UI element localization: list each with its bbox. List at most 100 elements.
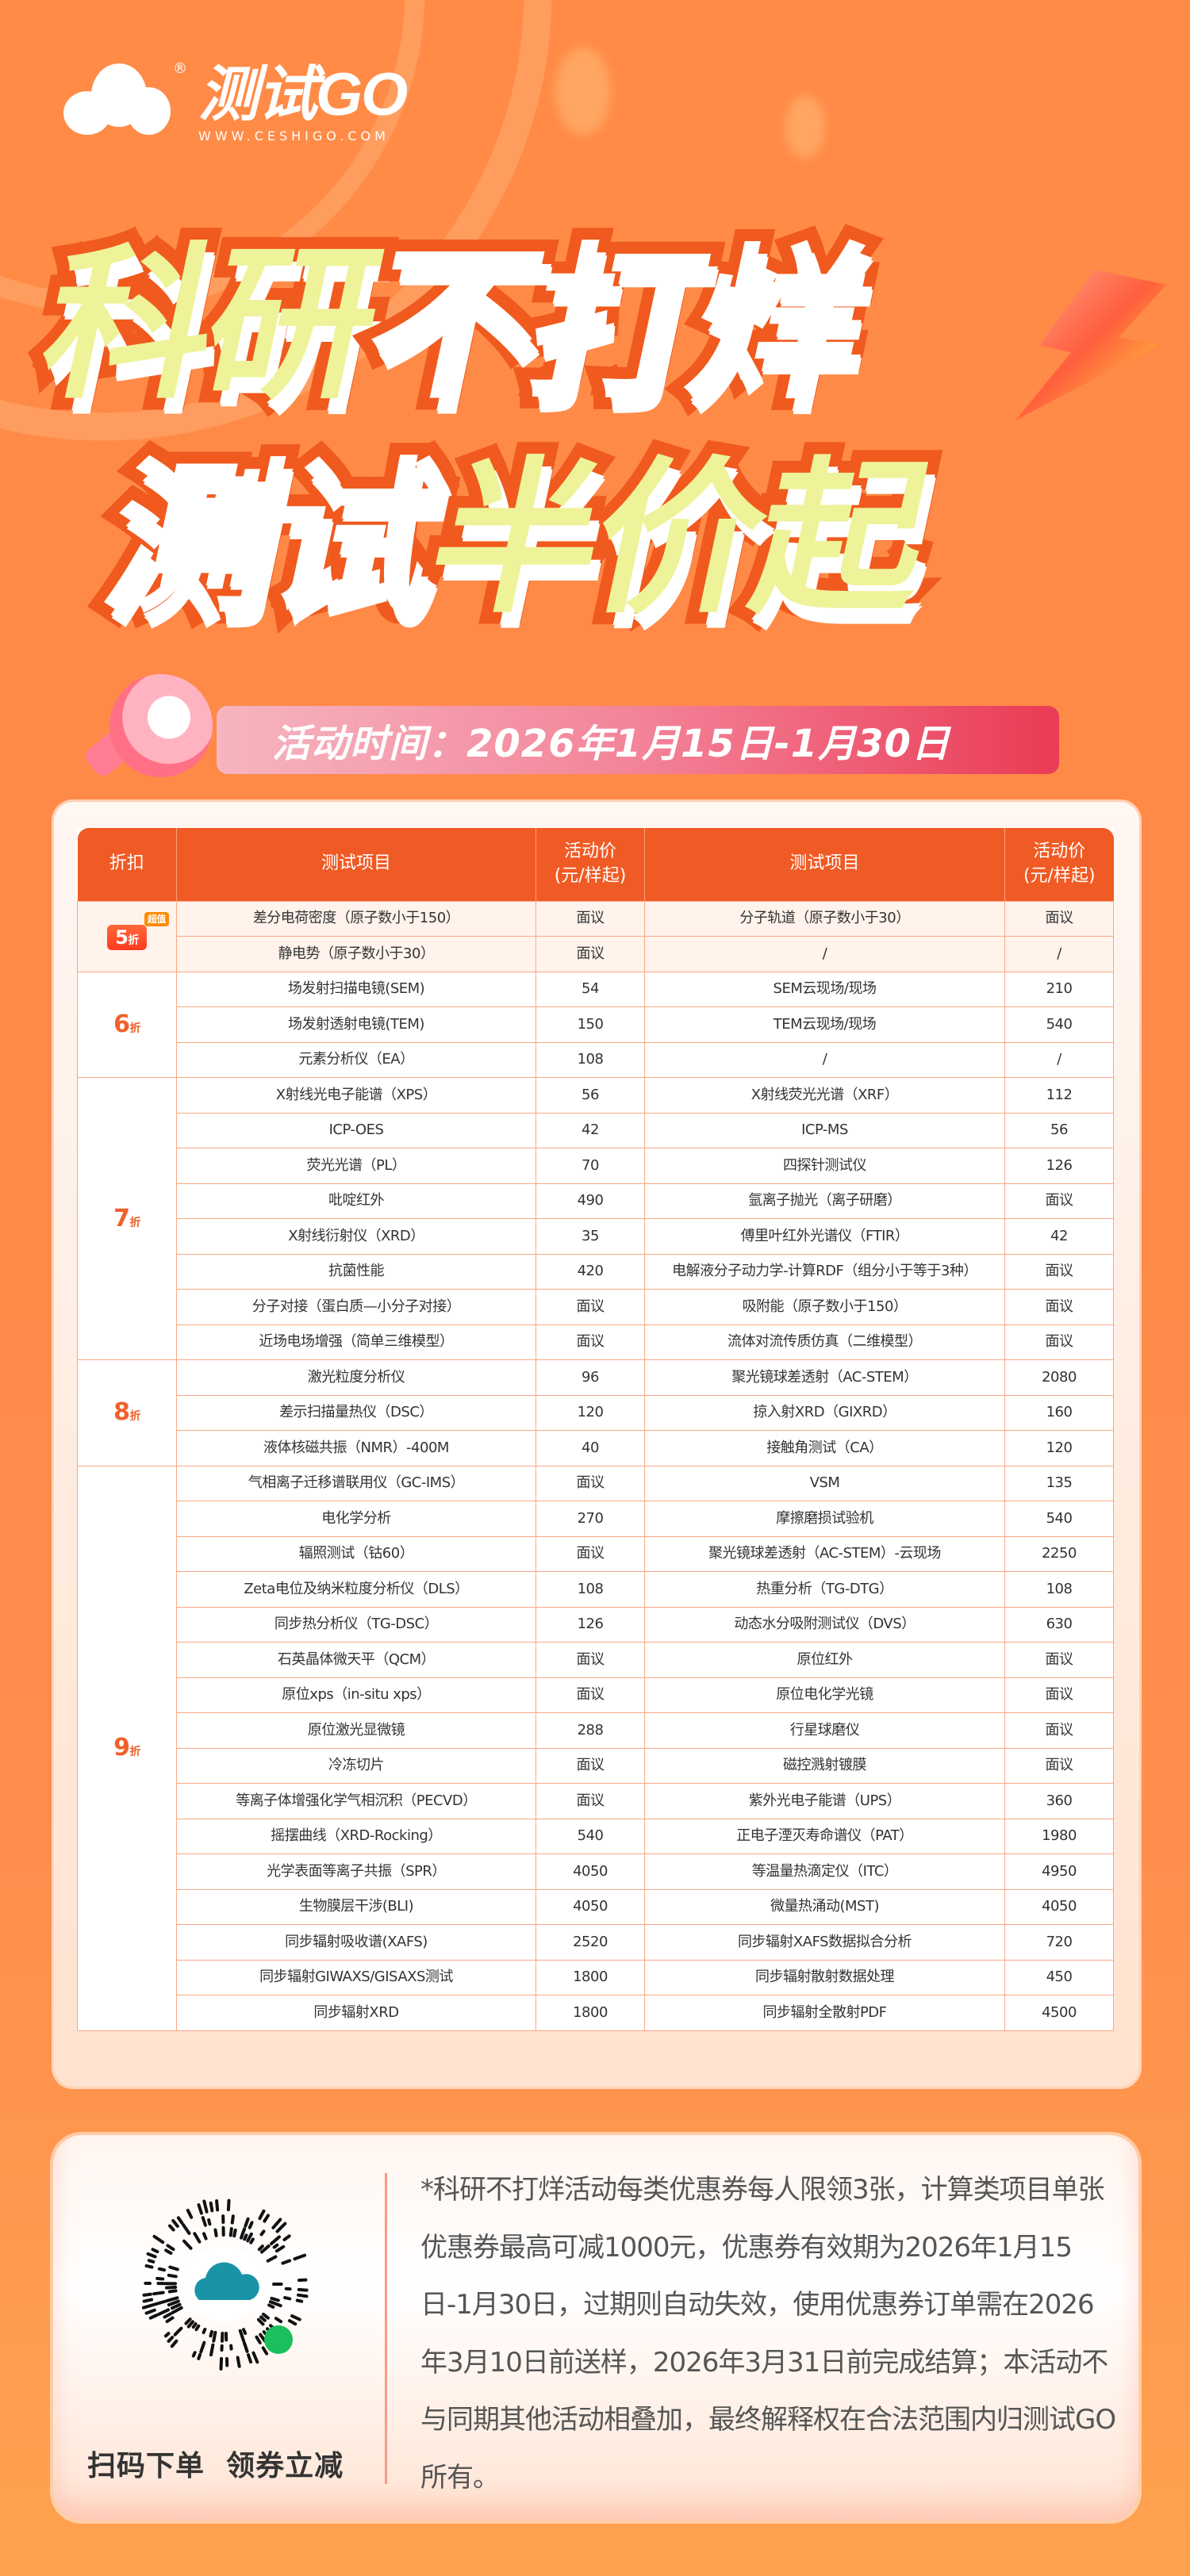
- test-item-cell: 原位红外: [644, 1642, 1005, 1678]
- qr-mark: [240, 2227, 247, 2240]
- test-item-cell: 辐照测试（钴60）: [176, 1535, 536, 1572]
- discount-unit: 折: [129, 1216, 140, 1229]
- test-item-cell: 生物膜层干涉(BLI): [176, 1888, 536, 1925]
- price-cell: 面议: [1004, 1642, 1114, 1678]
- price-cell: 2520: [536, 1924, 645, 1961]
- qr-mark: [165, 2316, 175, 2324]
- test-item-cell: 掠入射XRD（GIXRD）: [644, 1394, 1005, 1431]
- test-item-cell: 动态水分吸附测试仪（DVS）: [644, 1606, 1005, 1643]
- discount-cell: 6折: [77, 971, 177, 1078]
- qr-mark: [295, 2298, 304, 2303]
- price-cell: 面议: [536, 1289, 645, 1325]
- table-row: 冷冻切片 面议 磁控溅射镀膜 面议: [78, 1747, 1114, 1784]
- price-cell: 面议: [1004, 1289, 1114, 1325]
- price-cell: 135: [1004, 1465, 1114, 1501]
- qr-mark: [251, 2351, 259, 2364]
- brand-url: WWW.CESHIGO.COM: [198, 128, 390, 144]
- discount-value: 8: [113, 1398, 130, 1427]
- price-cell: 面议: [536, 900, 645, 937]
- table-row: 原位xps（in-situ xps） 面议 原位电化学光镜 面议: [78, 1677, 1114, 1713]
- price-cell: 2080: [1004, 1359, 1114, 1396]
- test-item-cell: 吡啶红外: [176, 1183, 536, 1219]
- test-item-cell: 原位xps（in-situ xps）: [176, 1677, 536, 1713]
- price-cell: 120: [1004, 1430, 1114, 1466]
- price-cell: 1800: [536, 1959, 645, 1995]
- test-item-cell: 等离子体增强化学气相沉积（PECVD）: [176, 1783, 536, 1819]
- qr-mark: [197, 2203, 203, 2215]
- table-row: 静电势（原子数小于30） 面议 / /: [78, 936, 1114, 972]
- table-row: 元素分析仪（EA） 108//: [78, 1041, 1114, 1078]
- price-cell: 面议: [1004, 1677, 1114, 1713]
- price-cell: 4950: [1004, 1853, 1114, 1890]
- price-cell: 108: [536, 1041, 645, 1078]
- test-item-cell: 同步辐射XRD: [176, 1995, 536, 2031]
- bg-blob: [555, 48, 611, 135]
- test-item-cell: 流体对流传质仿真（二维模型）: [644, 1324, 1005, 1360]
- price-table: 折扣 测试项目 活动价 (元/样起) 测试项目 活动价 (元/样起) 5折 超值 差分电荷密…: [77, 828, 1114, 2031]
- price-cell: 210: [1004, 971, 1114, 1007]
- price-cell: 4500: [1004, 1995, 1114, 2031]
- test-item-cell: 抗菌性能: [176, 1253, 536, 1290]
- price-cell: 面议: [1004, 1747, 1114, 1784]
- qr-mark: [296, 2293, 309, 2298]
- qr-mark: [199, 2340, 206, 2354]
- qr-mark: [259, 2315, 267, 2322]
- price-cell: 70: [536, 1148, 645, 1184]
- test-item-cell: 吸附能（原子数小于150）: [644, 1289, 1005, 1325]
- price-cell: 4050: [536, 1853, 645, 1890]
- test-item-cell: 同步热分析仪（TG-DSC）: [176, 1606, 536, 1643]
- test-item-cell: X射线光电子能谱（XPS）: [176, 1077, 536, 1114]
- test-item-cell: 氩离子抛光（离子研磨）: [644, 1183, 1005, 1219]
- price-cell: 420: [536, 1253, 645, 1290]
- qr-mark: [261, 2346, 269, 2356]
- qr-mark: [157, 2267, 167, 2272]
- qr-mark: [171, 2219, 179, 2228]
- table-row: 生物膜层干涉(BLI) 4050 微量热涌动(MST) 4050: [78, 1888, 1114, 1925]
- discount-unit: 折: [128, 933, 139, 947]
- test-item-cell: 紫外光电子能谱（UPS）: [644, 1783, 1005, 1819]
- price-cell: 面议: [536, 936, 645, 972]
- qr-mark: [171, 2306, 183, 2315]
- qr-mark: [167, 2336, 175, 2343]
- qr-mark: [186, 2320, 194, 2329]
- qr-mark: [194, 2324, 201, 2332]
- test-item-cell: 接触角测试（CA）: [644, 1430, 1005, 1466]
- qr-mark: [293, 2253, 307, 2261]
- qr-mark: [219, 2356, 224, 2371]
- qr-mark: [146, 2252, 157, 2259]
- qr-mark: [142, 2298, 154, 2303]
- test-item-cell: 荧光光谱（PL）: [176, 1148, 536, 1184]
- qr-mark: [258, 2209, 266, 2221]
- qr-mark: [191, 2351, 197, 2358]
- bg-blob: [785, 95, 825, 159]
- qr-mark: [212, 2330, 217, 2343]
- table-row: 场发射透射电镜(TEM) 150 TEM云现场/现场 540: [78, 1006, 1114, 1043]
- qr-mark: [232, 2228, 237, 2238]
- qr-mark: [202, 2327, 207, 2335]
- test-item-cell: 聚光镜球差透射（AC-STEM）-云现场: [644, 1535, 1005, 1572]
- qr-mark: [213, 2228, 218, 2237]
- price-cell: 126: [1004, 1148, 1114, 1184]
- qr-mark: [186, 2208, 194, 2219]
- test-item-cell: 近场电场增强（简单三维模型）: [176, 1324, 536, 1360]
- table-row: 抗菌性能 420 电解液分子动力学-计算RDF（组分小于等于3种） 面议: [78, 1253, 1114, 1290]
- terms-note: *科研不打烊活动每类优惠券每人限领3张，计算类项目单张优惠券最高可减1000元，…: [420, 2174, 1116, 2494]
- price-cell: 96: [536, 1359, 645, 1396]
- headline-text: 测试: [79, 430, 467, 648]
- price-cell: 56: [536, 1077, 645, 1114]
- qr-code[interactable]: [129, 2189, 320, 2379]
- qr-mark: [168, 2265, 179, 2271]
- table-row: 液体核磁共振（NMR）-400M 40 接触角测试（CA） 120: [78, 1430, 1114, 1466]
- qr-mark: [271, 2218, 282, 2229]
- price-cell: 1800: [536, 1995, 645, 2031]
- discount-label: 6折: [113, 1010, 140, 1038]
- price-cell: 112: [1004, 1077, 1114, 1114]
- price-cell: 630: [1004, 1606, 1114, 1643]
- qr-mark: [142, 2292, 152, 2297]
- qr-mark: [243, 2233, 248, 2241]
- discount-unit: 折: [129, 1746, 140, 1758]
- qr-mark: [266, 2255, 278, 2263]
- qr-mark: [259, 2244, 271, 2254]
- table-row: 等离子体增强化学气相沉积（PECVD） 面议 紫外光电子能谱（UPS） 360: [78, 1783, 1114, 1819]
- discount-unit: 折: [129, 1022, 140, 1035]
